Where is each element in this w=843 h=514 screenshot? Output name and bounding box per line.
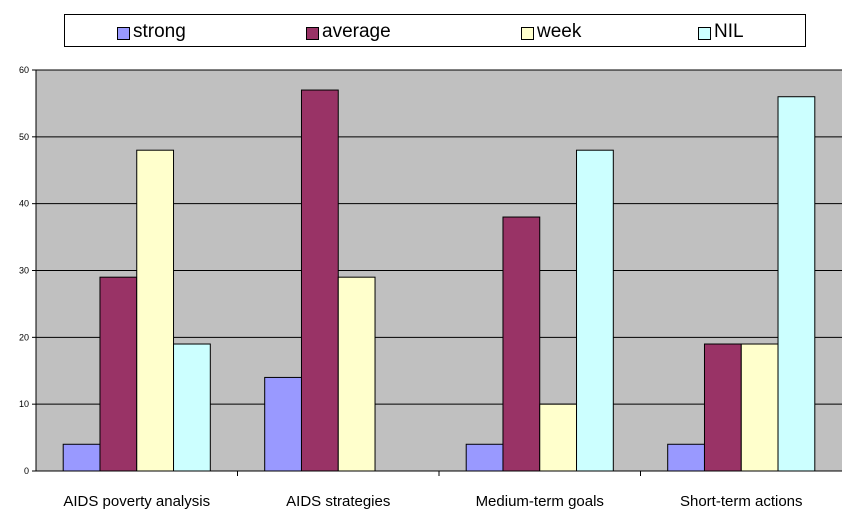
x-category-label-2: Medium-term goals — [476, 493, 604, 510]
legend-swatch-average — [306, 26, 319, 40]
bar-average-2 — [502, 216, 541, 472]
y-tick-label-0: 0 — [24, 466, 29, 476]
legend-label-strong: strong — [133, 21, 186, 42]
bar-week-2 — [539, 403, 578, 472]
bar-strong-2 — [465, 443, 504, 472]
x-category-label-3: Short-term actions — [680, 493, 803, 510]
legend-label-week: week — [537, 21, 582, 42]
bar-week-0 — [136, 149, 175, 472]
bar-strong-0 — [62, 443, 101, 472]
legend-label-nil: NIL — [714, 21, 744, 42]
bar-week-1 — [337, 276, 376, 472]
y-tick-label-20: 20 — [19, 332, 29, 342]
bar-average-0 — [99, 276, 138, 472]
bar-average-1 — [300, 89, 339, 472]
legend-swatch-nil — [698, 26, 711, 40]
bar-week-3 — [740, 343, 779, 472]
bar-strong-1 — [264, 376, 302, 472]
legend-item-strong: strong — [117, 21, 186, 43]
y-tick-label-50: 50 — [19, 132, 29, 142]
bar-nil-0 — [173, 343, 211, 472]
y-tick-label-40: 40 — [19, 199, 29, 209]
bar-nil-3 — [777, 96, 816, 472]
x-category-label-1: AIDS strategies — [286, 493, 390, 510]
legend-item-average: average — [306, 21, 391, 43]
y-tick-label-30: 30 — [19, 266, 29, 276]
y-tick-label-10: 10 — [19, 399, 29, 409]
legend-swatch-strong — [117, 26, 130, 40]
bar-nil-2 — [576, 149, 614, 472]
legend-label-average: average — [322, 21, 391, 42]
bar-strong-3 — [667, 443, 705, 472]
x-category-label-0: AIDS poverty analysis — [63, 493, 210, 510]
legend-item-nil: NIL — [698, 21, 744, 43]
bar-average-3 — [703, 343, 742, 472]
legend: strong average week NIL — [64, 14, 806, 47]
legend-swatch-week — [521, 26, 534, 40]
legend-item-week: week — [521, 21, 581, 43]
y-tick-label-60: 60 — [19, 65, 29, 75]
